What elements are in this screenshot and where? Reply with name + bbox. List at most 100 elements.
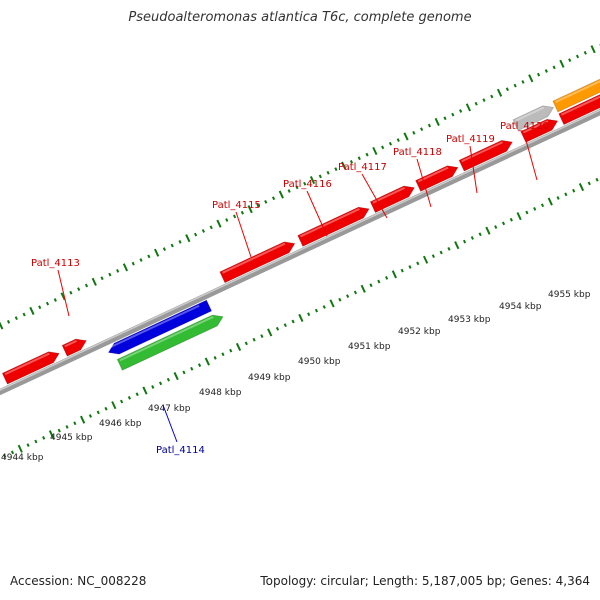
lower-tick <box>151 385 155 389</box>
lower-tick <box>213 356 217 360</box>
gene-label: Patl_4118 <box>393 147 442 158</box>
lower-tick <box>127 395 131 400</box>
lower-tick <box>182 370 186 375</box>
lower-tick <box>377 279 381 284</box>
lower-tick <box>501 221 506 226</box>
gene-arrow-shine <box>299 208 360 238</box>
upper-tick <box>108 272 112 277</box>
upper-tick <box>91 277 97 286</box>
scale-label: 4951 kbp <box>348 342 391 352</box>
lower-tick <box>26 443 30 447</box>
lower-tick <box>462 239 467 244</box>
upper-tick <box>388 141 393 146</box>
lower-tick <box>96 410 100 415</box>
upper-tick <box>583 50 587 55</box>
upper-tick <box>278 190 284 199</box>
lower-tick <box>578 183 585 192</box>
lower-tick <box>556 196 560 200</box>
upper-tick <box>154 248 160 257</box>
lower-tick <box>447 246 451 251</box>
gene-arrow <box>369 185 416 214</box>
upper-tick <box>116 269 120 273</box>
upper-tick <box>185 234 191 243</box>
upper-tick <box>536 72 541 77</box>
upper-tick <box>162 247 167 251</box>
gene-label: Patl_4119 <box>446 134 495 145</box>
upper-tick <box>287 189 291 193</box>
upper-tick <box>264 200 268 204</box>
lower-tick <box>595 177 599 182</box>
upper-tick <box>77 287 81 291</box>
lower-tick <box>298 313 304 322</box>
gene-leader-line <box>162 404 178 443</box>
upper-tick <box>490 94 494 99</box>
lower-tick <box>229 348 233 353</box>
upper-tick <box>69 290 73 295</box>
lower-tick <box>197 363 202 368</box>
scale-label: 4952 kbp <box>398 327 441 337</box>
lower-tick <box>360 284 366 293</box>
upper-tick <box>14 316 18 321</box>
upper-tick <box>84 283 89 288</box>
lower-tick <box>120 399 124 404</box>
gene-arrow-other <box>552 78 600 113</box>
upper-tick <box>326 170 330 175</box>
scale-label: 4954 kbp <box>499 302 542 312</box>
upper-tick <box>303 181 307 186</box>
gene-arrow-shine <box>4 352 50 376</box>
lower-tick <box>275 326 280 331</box>
upper-tick <box>201 229 205 233</box>
upper-tick <box>194 232 198 237</box>
gene-label: Patl_4116 <box>283 179 332 190</box>
gene-arrow-shine <box>222 242 286 274</box>
lower-tick <box>540 203 545 208</box>
lower-tick <box>369 283 373 288</box>
upper-tick <box>568 58 572 63</box>
lower-tick <box>525 210 529 215</box>
upper-tick <box>341 161 347 170</box>
gene-arrow-unknown-shine <box>515 106 545 122</box>
lower-tick <box>88 414 93 418</box>
upper-tick <box>590 45 596 54</box>
gene-callouts: Patl_4113 Patl_4114 Patl_4115 Patl_4116 Patl… <box>31 121 549 456</box>
upper-tick <box>53 298 57 302</box>
upper-tick <box>247 205 253 214</box>
gene-arrow-other-shine <box>555 80 600 103</box>
upper-tick <box>365 152 369 157</box>
lower-tick <box>57 428 61 433</box>
gene-arrow-unknown <box>512 105 555 132</box>
backbone-line <box>0 108 600 396</box>
lower-tick <box>283 323 287 328</box>
scale-label: 4948 kbp <box>199 388 242 398</box>
upper-tick <box>45 301 50 306</box>
lower-tick <box>73 421 77 426</box>
scale-label: 4945 kbp <box>50 433 93 443</box>
gene-arrow-rna <box>116 314 224 371</box>
lower-tick <box>422 255 429 264</box>
scale-label: 4955 kbp <box>548 290 591 300</box>
lower-tick <box>166 377 170 382</box>
map-title: Pseudoalteromonas atlantica T6c, complet… <box>128 10 472 25</box>
lower-tick <box>221 352 225 357</box>
upper-tick <box>178 239 182 244</box>
lower-tick <box>587 181 591 186</box>
gene-arrow-shine <box>561 95 600 116</box>
lower-tick <box>10 450 15 455</box>
lower-tick <box>267 328 273 337</box>
lower-tick <box>385 276 389 280</box>
lower-tick <box>48 430 55 439</box>
lower-tick <box>204 357 210 366</box>
upper-tick <box>349 160 354 164</box>
lower-tick <box>307 312 311 317</box>
upper-tick <box>6 319 11 324</box>
gene-arrow-shine <box>64 339 77 348</box>
lower-tick <box>338 297 342 302</box>
lower-tick <box>329 299 335 308</box>
gene-arrow <box>520 118 559 143</box>
scale-label: 4944 kbp <box>1 453 44 463</box>
upper-tick <box>403 132 409 141</box>
lower-tick <box>65 425 69 429</box>
lower-tick <box>416 261 420 266</box>
lower-tick <box>3 454 7 458</box>
